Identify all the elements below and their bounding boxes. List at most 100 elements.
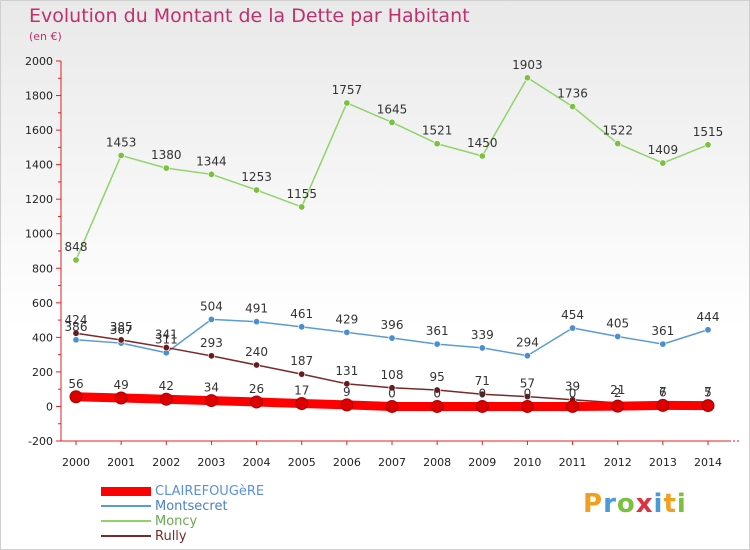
data-label: 1453: [106, 135, 137, 149]
data-point: [388, 384, 396, 392]
data-point: [117, 151, 125, 159]
data-label: 424: [65, 313, 88, 327]
data-label: 405: [606, 317, 629, 331]
legend-item-moncy: Moncy: [101, 514, 301, 529]
chart-unit: (en €): [29, 30, 62, 43]
data-point: [611, 399, 625, 413]
x-tick-label: 2001: [107, 456, 135, 469]
data-label: 848: [65, 240, 88, 254]
logo-letter: x: [635, 489, 654, 519]
logo-letter: o: [616, 489, 636, 519]
data-label: 1155: [286, 187, 317, 201]
data-label: 1757: [332, 83, 363, 97]
data-label: 34: [204, 381, 219, 395]
legend-item-montsecret: Montsecret: [101, 499, 301, 514]
legend-swatch-rully: [101, 535, 151, 537]
data-label: 444: [697, 310, 720, 324]
data-label: 7: [704, 385, 712, 399]
data-point: [253, 361, 261, 369]
legend-label-montsecret: Montsecret: [155, 499, 228, 514]
data-point: [388, 334, 396, 342]
legend: CLAIREFOUGèRE Montsecret Moncy Rully: [101, 484, 301, 544]
data-point: [343, 380, 351, 388]
data-point: [207, 315, 215, 323]
y-tick-label: 1200: [25, 193, 53, 206]
data-point: [704, 141, 712, 149]
data-point: [298, 203, 306, 211]
data-label: 311: [155, 333, 178, 347]
x-tick-label: 2003: [197, 456, 225, 469]
data-label: 26: [249, 382, 264, 396]
data-label: 491: [245, 302, 268, 316]
data-label: 9: [343, 385, 351, 399]
data-label: 108: [381, 368, 404, 382]
data-label: 361: [651, 324, 674, 338]
data-label: 0: [569, 386, 577, 400]
data-point: [343, 99, 351, 107]
data-label: 396: [381, 318, 404, 332]
data-point: [659, 159, 667, 167]
data-point: [614, 332, 622, 340]
data-point: [478, 344, 486, 352]
y-tick-label: 0: [46, 400, 53, 413]
data-point: [523, 74, 531, 82]
data-label: 6: [659, 385, 667, 399]
logo-letter: i: [653, 489, 664, 519]
data-point: [701, 399, 715, 413]
data-point: [520, 399, 534, 413]
logo-letter: r: [603, 489, 617, 519]
data-label: 341: [155, 328, 178, 342]
data-point: [159, 392, 173, 406]
data-point: [433, 386, 441, 394]
legend-swatch-moncy: [101, 520, 151, 522]
data-point: [69, 390, 83, 404]
data-label: 1409: [648, 143, 679, 157]
data-point: [478, 152, 486, 160]
data-label: 504: [200, 299, 223, 313]
y-tick-label: -200: [28, 435, 53, 448]
data-label: 294: [516, 336, 539, 350]
legend-item-clairefougere: CLAIREFOUGèRE: [101, 484, 301, 499]
line-chart: -200 0 2004 0 0 6 0 0 800 1000 1200 1400 1600 1800 200…: [25, 55, 739, 469]
data-label: 56: [68, 377, 83, 391]
data-label: 293: [200, 336, 223, 350]
data-label: 57: [520, 377, 535, 391]
x-tick-label: 2005: [288, 456, 316, 469]
data-label: 0: [478, 386, 486, 400]
data-label: 49: [114, 378, 129, 392]
data-label: 367: [110, 323, 133, 337]
x-tick-label: 2004: [243, 456, 271, 469]
y-tick-label: 800: [32, 262, 53, 275]
data-point: [433, 340, 441, 348]
data-label: 39: [565, 380, 580, 394]
data-point: [295, 397, 309, 411]
data-label: 71: [475, 374, 490, 388]
x-tick-label: 2011: [559, 456, 587, 469]
data-point: [478, 390, 486, 398]
data-point: [253, 186, 261, 194]
x-tick-label: 2014: [694, 456, 722, 469]
data-point: [656, 398, 670, 412]
y-tick-label: 1800: [25, 90, 53, 103]
data-point: [253, 318, 261, 326]
data-point: [72, 329, 80, 337]
data-label: 1903: [512, 58, 543, 72]
data-label: 339: [471, 328, 494, 342]
y-tick-label: 1400: [25, 159, 53, 172]
data-label: 0: [524, 386, 532, 400]
y-tick-label: 1600: [25, 124, 53, 137]
data-point: [114, 391, 128, 405]
data-label: 187: [290, 354, 313, 368]
data-label: 0: [388, 386, 396, 400]
data-point: [207, 170, 215, 178]
data-label: 361: [426, 324, 449, 338]
legend-label-moncy: Moncy: [155, 514, 198, 529]
y-tick-label: 1000: [25, 228, 53, 241]
data-point: [340, 398, 354, 412]
data-label: 386: [65, 320, 88, 334]
data-point: [569, 103, 577, 111]
data-point: [207, 352, 215, 360]
data-point: [704, 326, 712, 334]
x-tick-label: 2012: [604, 456, 632, 469]
